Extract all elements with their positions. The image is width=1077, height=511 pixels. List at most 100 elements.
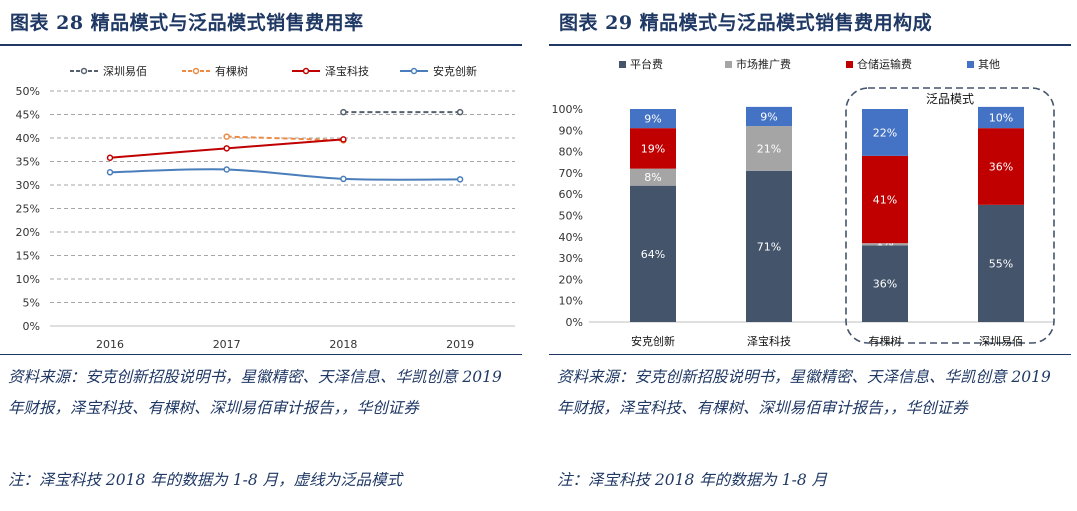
line-chart: 0% 5% 10% 15% 20% 25% 30% 35% 40% 45% 50% 2016 2017 2… [16,64,515,351]
bar-segment [630,168,676,186]
y-tick-label: 50% [16,85,40,98]
bar-data-label: 19% [641,142,665,155]
legend-label: 平台费 [630,57,663,71]
data-point [223,133,230,140]
bar-data-label: 36% [989,161,1013,174]
left-title-rule [0,44,522,46]
bar-segment [862,155,908,244]
right-chart-title: 图表 29 精品模式与泛品模式销售费用构成 [559,12,933,34]
bar-segment [746,106,792,127]
y-tick-label: 60% [559,188,583,201]
data-point [340,108,347,116]
right-source-rule [549,354,1071,355]
group-label: 泛品模式 [926,92,974,106]
x-category-label: 有棵树 [869,334,902,348]
legend-marker [192,67,200,75]
left-source-rule [0,354,522,355]
bar-data-label: 71% [757,240,781,253]
bar-segment [862,245,908,322]
y-tick-label: 15% [16,250,40,263]
bar-data-label: 21% [757,142,781,155]
group-outline [845,87,1055,344]
bar-data-label: 22% [873,126,897,139]
bar-segment [746,170,792,322]
y-tick-label: 80% [559,146,583,159]
legend-label: 泽宝科技 [325,64,369,78]
data-point [456,108,464,116]
y-tick-label: 100% [552,103,583,116]
y-tick-label: 30% [16,179,40,192]
legend-label: 有棵树 [215,64,248,78]
y-tick-label: 45% [16,109,40,122]
legend-swatch [619,61,626,68]
bar-segment [978,128,1024,205]
right-title-rule [549,44,1071,46]
data-point [340,136,347,143]
x-category-label: 泽宝科技 [747,334,791,348]
y-tick-label: 90% [559,124,583,137]
bar-data-label: 8% [644,171,661,184]
legend-marker [410,67,418,75]
legend-label: 仓储运输费 [857,57,912,71]
y-tick-label: 40% [559,231,583,244]
left-chart-title: 图表 28 精品模式与泛品模式销售费用率 [10,12,364,34]
bar-segment [978,106,1024,129]
legend-swatch [725,61,732,68]
y-tick-label: 0% [23,320,40,333]
y-tick-label: 10% [16,273,40,286]
legend-marker [80,67,88,75]
bar-data-label: 41% [873,194,897,207]
y-tick-label: 30% [559,252,583,265]
bar-segment [630,109,676,129]
data-point [106,154,114,161]
right-note-text: 注：泽宝科技 2018 年的数据为 1-8 月 [557,471,828,489]
legend-label: 安克创新 [433,64,477,78]
left-note-text: 注：泽宝科技 2018 年的数据为 1-8 月，虚线为泛品模式 [8,471,403,489]
data-point [223,166,230,173]
stacked-bar-chart: 0% 10% 20% 30% 40% 50% 60% 70% 80% 90% 100% 平台费 市场推广… [552,57,1055,348]
series-line [226,135,344,142]
bar-segment [630,128,676,169]
legend-label: 市场推广费 [736,57,791,71]
x-tick-label: 2017 [213,338,241,351]
x-tick-label: 2019 [446,338,474,351]
left-source-text: 资料来源：安克创新招股说明书，星徽精密、天泽信息、华凯创意 2019 年财报，泽… [8,368,502,417]
bar-segment [862,109,908,156]
bar-data-label: 10% [989,112,1013,125]
data-point [106,169,114,176]
y-tick-label: 0% [566,316,583,329]
right-source-text: 资料来源：安克创新招股说明书，星徽精密、天泽信息、华凯创意 2019 年财报，泽… [557,368,1051,417]
data-point [456,176,464,183]
bar-data-label: 9% [644,113,661,126]
bar-data-label: 55% [989,257,1013,270]
y-tick-label: 70% [559,167,583,180]
x-category-label: 安克创新 [631,334,675,348]
bar-data-label: 64% [641,248,665,261]
data-point [340,175,347,183]
bar-data-label: 9% [760,110,777,123]
bar-data-label: 36% [873,278,897,291]
legend-swatch [846,61,853,68]
y-tick-label: 10% [559,295,583,308]
legend-marker [302,67,310,75]
x-category-label: 深圳易佰 [979,335,1023,348]
bar-segment [862,243,908,246]
legend-label: 其他 [978,58,1000,71]
y-tick-label: 20% [16,226,40,239]
series-line [109,168,461,181]
bar-segment [630,185,676,322]
right-figure: 图表 29 精品模式与泛品模式销售费用构成 0% 10% 20% 30% 40% 50% 6… [549,0,1071,511]
y-tick-label: 50% [559,210,583,223]
data-point [223,145,230,152]
legend-label: 深圳易佰 [103,65,147,78]
x-tick-label: 2018 [329,338,357,351]
bar-segment [978,204,1024,322]
legend-swatch [967,61,974,68]
y-tick-label: 20% [559,273,583,286]
y-tick-label: 5% [23,297,40,310]
y-tick-label: 40% [16,132,40,145]
y-tick-label: 25% [16,203,40,216]
bar-segment [746,126,792,171]
y-tick-label: 35% [16,156,40,169]
x-tick-label: 2016 [96,338,124,351]
